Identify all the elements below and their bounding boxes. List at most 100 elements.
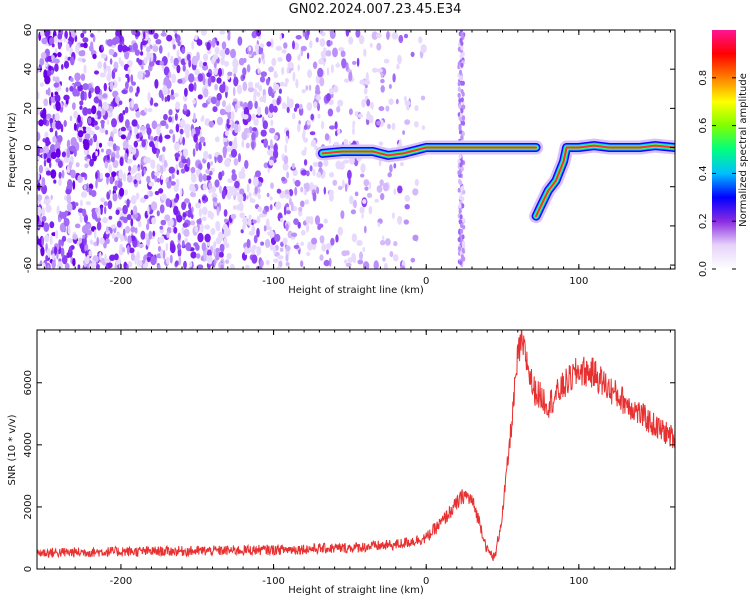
- spectrogram-noise-cell: [112, 68, 118, 73]
- spectrogram-noise-cell: [300, 241, 305, 246]
- spectrogram-noise-cell: [239, 188, 245, 195]
- spectrogram-noise-cell: [179, 133, 182, 143]
- spectrogram-noise-cell: [66, 193, 72, 204]
- spectrogram-noise-cell: [188, 73, 195, 83]
- spectrogram-noise-cell: [201, 242, 207, 252]
- spectrogram-noise-cell: [190, 214, 194, 220]
- spectrogram-noise-cell: [153, 32, 159, 40]
- spectrogram-noise-cell: [214, 83, 219, 91]
- spectrogram-noise-cell: [217, 154, 223, 164]
- spectrogram-x-tick-label: 0: [423, 276, 429, 287]
- spectrogram-noise-cell: [199, 136, 205, 143]
- spectrogram-noise-cell: [312, 161, 319, 167]
- spectrogram-noise-cell: [240, 172, 246, 179]
- spectrogram-noise-cell: [45, 62, 48, 67]
- spectrogram-noise-cell: [270, 38, 274, 48]
- spectrogram-noise-cell: [106, 175, 109, 185]
- spectrogram-noise-cell: [215, 237, 222, 245]
- spectrogram-noise-cell: [246, 64, 251, 73]
- spectrogram-noise-cell: [320, 50, 327, 59]
- spectrogram-noise-cell: [323, 259, 330, 267]
- spectrogram-noise-cell: [108, 48, 115, 56]
- spectrogram-noise-cell: [210, 227, 216, 235]
- spectrogram-noise-cell: [213, 57, 217, 62]
- spectrogram-noise-cell: [170, 55, 174, 64]
- spectrogram-noise-cell: [396, 63, 400, 70]
- spectrogram-noise-cell: [231, 173, 237, 182]
- spectrogram-noise-cell: [70, 77, 74, 83]
- spectrogram-noise-cell: [157, 136, 160, 141]
- spectrogram-noise-cell: [256, 215, 261, 224]
- spectrogram-noise-cell: [352, 60, 357, 65]
- spectrogram-noise-cell: [181, 201, 187, 211]
- spectrogram-band-cell: [460, 41, 464, 46]
- spectrogram-noise-cell: [355, 30, 361, 38]
- spectrogram-noise-cell: [154, 190, 160, 196]
- spectrogram-noise-cell: [202, 64, 209, 71]
- spectrogram-noise-cell: [41, 37, 48, 45]
- spectrogram-band-cell: [457, 237, 461, 243]
- spectrogram-noise-cell: [351, 233, 358, 243]
- spectrogram-noise-cell: [380, 72, 384, 79]
- spectrogram-noise-cell: [176, 214, 183, 223]
- spectrogram-noise-cell: [42, 145, 50, 155]
- spectrogram-noise-cell: [97, 106, 102, 111]
- spectrogram-noise-cell: [284, 194, 291, 199]
- spectrogram-noise-cell: [359, 251, 363, 261]
- spectrogram-noise-cell: [286, 106, 290, 113]
- spectrogram-noise-cell: [138, 220, 142, 228]
- spectrogram-noise-cell: [311, 242, 317, 250]
- spectrogram-noise-cell: [163, 159, 168, 168]
- spectrogram-noise-cell: [127, 235, 132, 245]
- spectrogram-noise-cell: [143, 31, 146, 40]
- spectrogram-noise-cell: [232, 205, 238, 210]
- spectrogram-noise-cell: [111, 233, 116, 240]
- spectrogram-noise-cell: [273, 134, 279, 140]
- spectrogram-noise-cell: [392, 212, 395, 220]
- snr-x-tick-label: -100: [262, 576, 285, 587]
- spectrogram-band-cell: [462, 189, 466, 195]
- spectrogram-noise-cell: [107, 140, 114, 147]
- spectrogram-noise-cell: [109, 254, 116, 261]
- spectrogram-noise-cell: [294, 179, 301, 187]
- spectrogram-noise-cell: [245, 142, 250, 149]
- spectrogram-noise-cell: [370, 101, 374, 110]
- spectrogram-noise-cell: [83, 64, 87, 74]
- spectrogram-noise-cell: [273, 105, 278, 113]
- spectrogram-noise-cell: [414, 178, 419, 187]
- spectrogram-noise-cell: [174, 142, 180, 151]
- spectrogram-noise-cell: [326, 39, 332, 47]
- spectrogram-noise-cell: [58, 239, 62, 247]
- spectrogram-noise-cell: [186, 53, 191, 61]
- spectrogram-noise-cell: [99, 251, 102, 261]
- spectrogram-noise-cell: [241, 139, 245, 148]
- spectrogram-noise-cell: [51, 43, 55, 48]
- spectrogram-noise-cell: [124, 189, 128, 196]
- spectrogram-noise-cell: [214, 46, 220, 55]
- spectrogram-noise-cell: [37, 206, 42, 216]
- spectrogram-noise-cell: [88, 263, 94, 269]
- spectrogram-noise-cell: [274, 84, 280, 91]
- spectrogram-noise-cell: [185, 242, 192, 252]
- spectrogram-noise-cell: [114, 236, 119, 243]
- spectrogram-noise-cell: [268, 86, 273, 97]
- spectrogram-band-cell: [460, 203, 464, 209]
- spectrogram-noise-cell: [182, 222, 188, 228]
- spectrogram-noise-cell: [247, 100, 253, 111]
- spectrogram-noise-cell: [65, 87, 69, 93]
- spectrogram-noise-cell: [257, 106, 262, 116]
- spectrogram-noise-cell: [231, 169, 236, 175]
- spectrogram-noise-cell: [270, 119, 274, 127]
- spectrogram-noise-cell: [226, 146, 231, 152]
- spectrogram-noise-cell: [125, 81, 129, 90]
- spectrogram-noise-cell: [326, 93, 331, 102]
- spectrogram-noise-cell: [96, 140, 99, 150]
- spectrogram-noise-cell: [85, 250, 88, 257]
- spectrogram-noise-cell: [70, 56, 75, 66]
- spectrogram-noise-cell: [348, 71, 353, 82]
- spectrogram-noise-cell: [242, 67, 247, 76]
- spectrogram-band-cell: [457, 246, 462, 252]
- spectrogram-y-tick-label: 60: [23, 24, 34, 37]
- spectrogram-noise-cell: [51, 54, 54, 61]
- spectrogram-noise-cell: [146, 223, 150, 231]
